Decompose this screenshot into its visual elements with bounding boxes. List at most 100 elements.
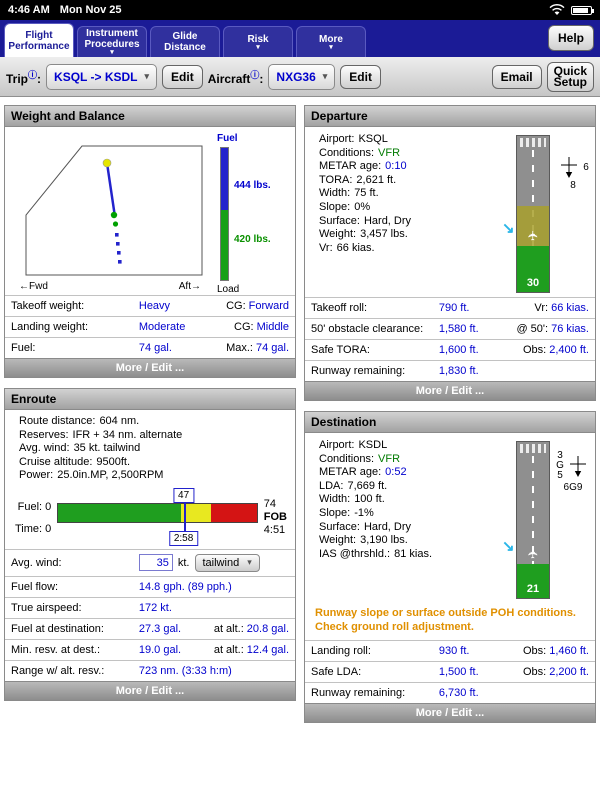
row-label: Runway remaining: (311, 687, 406, 699)
gauge-marker-line (183, 497, 186, 536)
destination-title: Destination (305, 412, 595, 433)
destination-row: Safe LDA: 1,500 ft. Obs: 2,200 ft. (305, 661, 595, 682)
row-label2: Vr: (534, 302, 549, 314)
info-label: Airport: (319, 439, 355, 451)
main-content: Weight and Balance (0, 97, 600, 800)
wb-row: Takeoff weight: Heavy CG: Forward (5, 295, 295, 316)
aircraft-dropdown[interactable]: NXG36 ▾ (268, 63, 336, 90)
destination-wind-indicator: 3 G 5 6G9 (555, 451, 591, 599)
wind-component-value: G (556, 460, 564, 471)
chevron-down-icon: ▾ (322, 71, 328, 81)
destination-row: Runway remaining: 6,730 ft. (305, 682, 595, 703)
enroute-row: Range w/ alt. resv.: 723 nm. (3:33 h:m) (5, 659, 295, 681)
row-label: Takeoff weight: (11, 300, 85, 312)
row-label2: Max.: (226, 342, 253, 354)
position-arrow-icon: ↘ (502, 220, 515, 237)
info-label: Avg. wind: (19, 442, 70, 455)
enroute-row: Min. resv. at dest.: 19.0 gal. at alt.: 1… (5, 638, 295, 660)
info-label: Airport: (319, 133, 355, 145)
weight-balance-section: Weight and Balance (4, 105, 296, 378)
info-label: Surface: (319, 214, 360, 227)
tab-glide-distance[interactable]: Glide Distance (150, 26, 220, 57)
tab-label: Risk (247, 33, 269, 45)
tab-label: Performance (8, 40, 70, 52)
destination-more-edit-button[interactable]: More / Edit ... (305, 703, 595, 722)
destination-row: Landing roll: 930 ft. Obs: 1,460 ft. (305, 640, 595, 661)
battery-icon (571, 5, 594, 15)
wind-direction-select[interactable]: tailwind ▾ (194, 553, 260, 572)
departure-row: Runway remaining: 1,830 ft. (305, 360, 595, 381)
position-arrow-icon: ↘ (502, 538, 515, 555)
tab-flight-performance[interactable]: Flight Performance (4, 23, 74, 57)
cg-envelope-svg (25, 145, 203, 276)
info-label: LDA: (319, 479, 344, 492)
right-column: Departure Airport: KSQL Conditions: VFR ME… (304, 105, 596, 792)
metar-age-value: 0:52 (385, 466, 407, 479)
info-label: IAS @thrshld.: (319, 547, 391, 560)
destination-info: Airport: KSDL Conditions: VFR METAR age: 0:… (311, 439, 509, 599)
row-label: Min. resv. at dest.: (11, 643, 101, 656)
info-label: Cruise altitude: (19, 455, 93, 468)
conditions-value: VFR (378, 146, 401, 159)
row-value2: 2,400 ft. (549, 344, 589, 356)
quick-setup-button[interactable]: Quick Setup (546, 61, 594, 92)
conditions-value: VFR (378, 452, 401, 465)
info-value: 0% (354, 200, 371, 213)
trip-label: Tripⓘ: (6, 69, 42, 86)
gauge-time-zero: Time: 0 (15, 522, 52, 535)
wind-component-value: 3 (557, 450, 563, 461)
info-value: 100 ft. (354, 493, 385, 506)
info-icon[interactable]: ⓘ (250, 69, 260, 80)
email-button[interactable]: Email (491, 64, 542, 89)
aircraft-value: NXG36 (276, 69, 316, 84)
trip-edit-button[interactable]: Edit (162, 64, 203, 89)
gauge-total-time: 4:51 (263, 523, 286, 536)
cg-envelope-chart: ←Fwd Aft→ (9, 133, 211, 295)
enroute-info: Route distance: 604 nm. Reserves: IFR + 34… (5, 410, 295, 485)
info-label: Slope: (319, 506, 351, 519)
trip-dropdown[interactable]: KSQL -> KSDL ▾ (46, 63, 158, 90)
obstacle-clearance-zone (517, 206, 549, 246)
gauge-yellow-segment (181, 503, 212, 522)
row-value2: 74 gal. (255, 342, 289, 354)
info-label: METAR age: (319, 160, 382, 173)
gauge-red-segment (211, 503, 257, 522)
tab-instrument-procedures[interactable]: Instrument Procedures ▾ (77, 26, 147, 57)
enroute-section: Enroute Route distance: 604 nm. Reserves:… (4, 388, 296, 701)
departure-row: Takeoff roll: 790 ft. Vr: 66 kias. (305, 297, 595, 318)
row-label2: Obs: (523, 666, 547, 678)
info-value: 81 kias. (394, 547, 433, 560)
info-value: 3,190 lbs. (360, 534, 408, 547)
info-icon[interactable]: ⓘ (28, 69, 38, 80)
row-value: Heavy (138, 300, 171, 312)
row-label: Fuel: (11, 342, 36, 354)
info-label: Weight: (319, 228, 357, 241)
aft-label: Aft→ (178, 281, 201, 292)
wb-more-edit-button[interactable]: More / Edit ... (5, 358, 295, 377)
enroute-row: Fuel at destination: 27.3 gal. at alt.: 2… (5, 617, 295, 639)
destination-body: Airport: KSDL Conditions: VFR METAR age: 0:… (305, 433, 595, 603)
row-label2: CG: (234, 321, 254, 333)
row-label: Takeoff roll: (311, 302, 368, 314)
wind-speed-input[interactable] (138, 554, 173, 572)
row-label: Fuel at destination: (11, 622, 104, 635)
row-value: 1,500 ft. (438, 666, 479, 678)
row-value2: 66 kias. (551, 302, 589, 314)
runway-threshold-marks (520, 138, 546, 147)
help-button[interactable]: Help (547, 25, 594, 51)
chevron-down-icon: ▾ (256, 43, 260, 51)
enroute-row: Fuel flow: 14.8 gph. (89 pph.) (5, 575, 295, 597)
tab-more[interactable]: More ▾ (296, 26, 366, 57)
load-segment (221, 210, 228, 280)
row-value: 172 kt. (138, 601, 172, 614)
enroute-more-edit-button[interactable]: More / Edit ... (5, 680, 295, 700)
info-value: 25.0in.MP, 2,500RPM (57, 469, 164, 482)
tab-risk[interactable]: Risk ▾ (223, 26, 293, 57)
wifi-icon (549, 4, 565, 15)
status-date: Mon Nov 25 (59, 4, 122, 16)
runway-number: 30 (526, 277, 540, 289)
departure-more-edit-button[interactable]: More / Edit ... (305, 381, 595, 400)
aircraft-edit-button[interactable]: Edit (340, 64, 381, 89)
info-label: Conditions: (319, 452, 375, 465)
